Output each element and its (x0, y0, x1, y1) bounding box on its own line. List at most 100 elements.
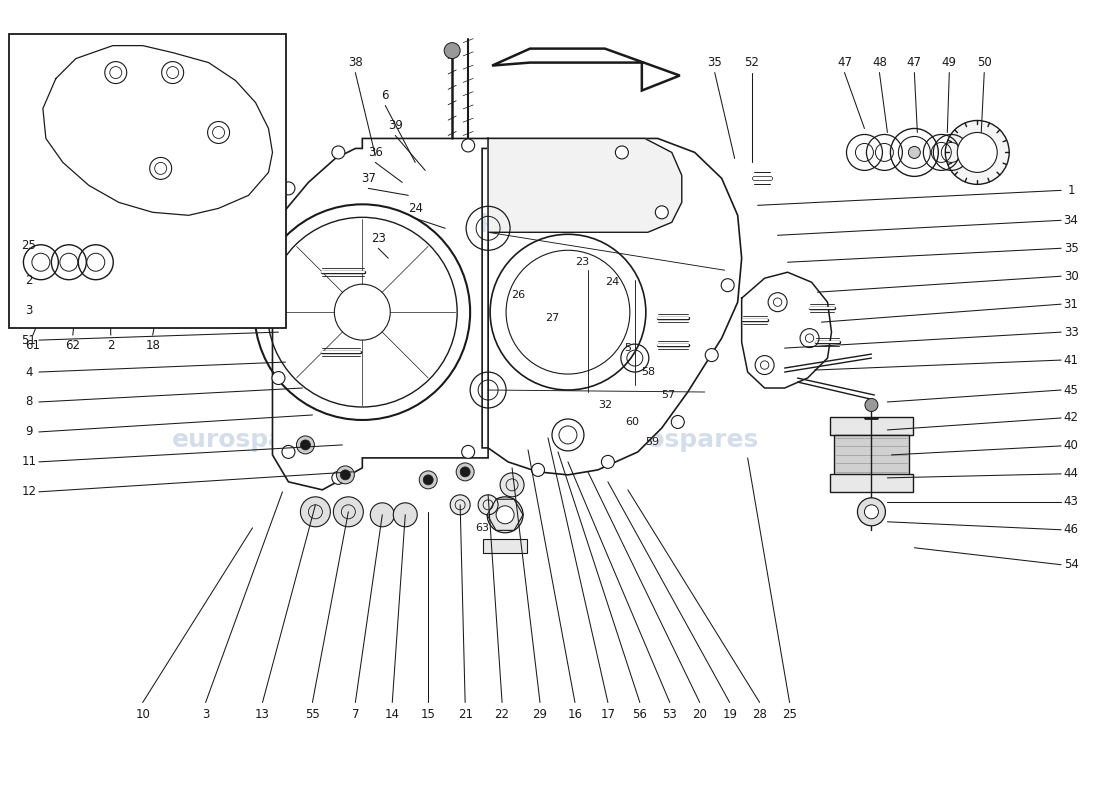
Circle shape (456, 463, 474, 481)
Circle shape (300, 497, 330, 526)
Text: 42: 42 (1064, 411, 1079, 425)
Circle shape (722, 278, 734, 292)
Text: 62: 62 (65, 338, 80, 351)
Text: 25: 25 (22, 238, 36, 252)
Text: 16: 16 (568, 708, 583, 721)
Circle shape (371, 503, 394, 526)
Circle shape (394, 503, 417, 526)
Text: 58: 58 (641, 367, 654, 377)
Circle shape (444, 42, 460, 58)
Text: 54: 54 (1064, 558, 1078, 571)
Text: 23: 23 (575, 258, 589, 267)
Polygon shape (488, 138, 682, 232)
Text: 6: 6 (382, 89, 389, 102)
Polygon shape (488, 138, 741, 475)
Text: 38: 38 (348, 56, 363, 69)
Text: 31: 31 (1064, 298, 1078, 310)
Text: 47: 47 (837, 56, 852, 69)
Text: 59: 59 (645, 437, 659, 447)
Text: 8: 8 (25, 395, 33, 409)
Circle shape (615, 146, 628, 159)
Text: 17: 17 (601, 708, 615, 721)
Text: 57: 57 (661, 390, 675, 400)
Text: eurospares: eurospares (601, 428, 759, 452)
Text: 48: 48 (872, 56, 887, 69)
Text: 2: 2 (25, 274, 33, 286)
Text: 25: 25 (782, 708, 797, 721)
Polygon shape (43, 46, 273, 215)
Circle shape (450, 495, 470, 515)
Circle shape (531, 463, 544, 476)
Circle shape (462, 446, 474, 458)
Circle shape (424, 475, 433, 485)
Text: 5: 5 (625, 343, 631, 353)
Text: 24: 24 (408, 202, 422, 215)
Text: 14: 14 (385, 708, 399, 721)
Text: 29: 29 (532, 708, 548, 721)
Text: eurospares: eurospares (402, 208, 559, 232)
Text: 1: 1 (1067, 184, 1075, 197)
Circle shape (865, 398, 878, 411)
Text: 15: 15 (421, 708, 436, 721)
Circle shape (155, 162, 167, 174)
Text: 9: 9 (25, 426, 33, 438)
Text: 41: 41 (1064, 354, 1079, 366)
Text: 60: 60 (625, 417, 639, 427)
Circle shape (282, 182, 295, 195)
Circle shape (671, 415, 684, 429)
Text: 24: 24 (605, 278, 619, 287)
Text: 61: 61 (25, 338, 41, 351)
Text: 35: 35 (1064, 242, 1078, 254)
Circle shape (460, 467, 470, 477)
Text: 27: 27 (544, 313, 559, 323)
Bar (483, 538, 527, 553)
Text: 35: 35 (707, 56, 722, 69)
Text: 26: 26 (512, 290, 525, 300)
Circle shape (656, 206, 669, 219)
Text: 23: 23 (371, 232, 386, 245)
Text: 56: 56 (632, 708, 647, 721)
Circle shape (805, 334, 814, 342)
Text: 21: 21 (458, 708, 473, 721)
Text: 52: 52 (745, 56, 759, 69)
Circle shape (945, 121, 1009, 184)
Text: 20: 20 (692, 708, 707, 721)
Text: 18: 18 (145, 338, 161, 351)
Text: 10: 10 (135, 708, 150, 721)
Text: 40: 40 (1064, 439, 1078, 453)
Text: 44: 44 (1064, 467, 1079, 480)
Polygon shape (492, 49, 680, 90)
Circle shape (858, 498, 886, 526)
Text: 11: 11 (21, 455, 36, 468)
Circle shape (282, 446, 295, 458)
Text: 37: 37 (361, 172, 376, 185)
Circle shape (272, 371, 285, 385)
Text: 43: 43 (1064, 495, 1078, 508)
Text: 45: 45 (1064, 383, 1078, 397)
Circle shape (487, 497, 522, 533)
Circle shape (300, 440, 310, 450)
Circle shape (332, 146, 345, 159)
Bar (9, 34, 286, 328)
Text: 63: 63 (475, 522, 490, 533)
Circle shape (760, 361, 769, 370)
Text: 30: 30 (1064, 270, 1078, 282)
Text: eurospares: eurospares (172, 428, 330, 452)
Text: 7: 7 (352, 708, 359, 721)
Text: 34: 34 (1064, 214, 1078, 227)
Circle shape (167, 66, 178, 78)
Circle shape (462, 139, 474, 152)
Circle shape (333, 497, 363, 526)
Text: 3: 3 (25, 304, 33, 317)
Circle shape (337, 466, 354, 484)
Circle shape (496, 506, 514, 524)
Bar (829, 417, 913, 435)
Text: 50: 50 (977, 56, 991, 69)
Text: 12: 12 (21, 486, 36, 498)
Circle shape (272, 242, 285, 254)
Polygon shape (273, 138, 488, 490)
Bar (829, 474, 913, 492)
Text: 49: 49 (942, 56, 957, 69)
Text: 51: 51 (22, 334, 36, 346)
Circle shape (957, 133, 998, 172)
